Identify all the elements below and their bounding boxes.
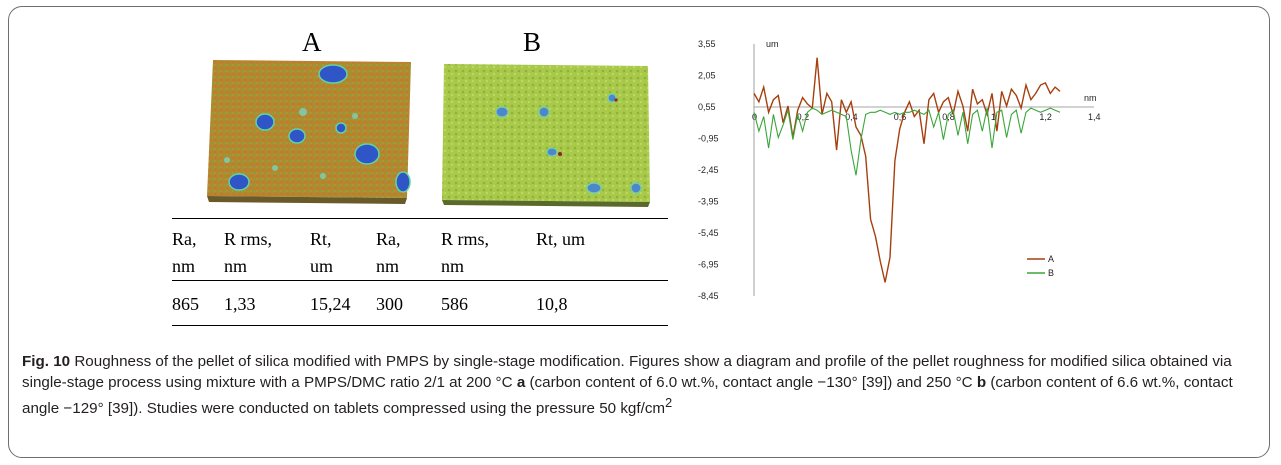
value-cell: 15,24 <box>310 294 351 314</box>
x-tick-label: 0,2 <box>797 112 810 122</box>
y-tick-label: -5,45 <box>698 228 719 238</box>
x-tick-label: 1 <box>991 112 996 122</box>
y-tick-label: 0,55 <box>698 102 716 112</box>
y-tick-label: -6,95 <box>698 260 719 270</box>
table-value-row: 865 1,33 15,24 300 586 10,8 <box>172 283 668 318</box>
caption-label: Fig. 10 <box>22 353 71 370</box>
value-cell: 865 <box>172 294 199 314</box>
roughness-table: Ra, nm R rms, nm Rt, um Ra, nm R rms, nm Rt, … <box>172 220 668 318</box>
caption-text: Roughness of the pellet of silica modifi… <box>22 353 1232 391</box>
header-cell: R rms, nm <box>441 229 490 276</box>
y-tick-label: -8,45 <box>698 291 719 301</box>
x-tick-label: 0,8 <box>942 112 955 122</box>
x-tick-label: 1,2 <box>1039 112 1052 122</box>
caption-ref-a: a <box>516 374 526 391</box>
y-tick-label: 2,05 <box>698 71 716 81</box>
x-tick-label: 0,4 <box>845 112 858 122</box>
value-cell: 1,33 <box>224 294 256 314</box>
y-tick-label: 3,55 <box>698 39 716 49</box>
surface-a-image <box>207 60 411 204</box>
x-tick-label: 0 <box>752 112 757 122</box>
caption-ref-b: b <box>976 374 987 391</box>
table-header-row: Ra, nm R rms, nm Rt, um Ra, nm R rms, nm Rt, … <box>172 220 668 283</box>
legend-entry: B <box>1048 268 1054 278</box>
x-tick-label: 1,4 <box>1088 112 1101 122</box>
table-mid-rule <box>172 280 668 281</box>
y-tick-label: -2,45 <box>698 165 719 175</box>
figure-frame <box>8 6 1270 458</box>
table-bottom-rule <box>172 325 668 326</box>
table-top-rule <box>172 218 668 219</box>
y-tick-label: -0,95 <box>698 134 719 144</box>
x-unit-label: nm <box>1084 93 1097 103</box>
header-cell: R rms, nm <box>224 229 273 276</box>
value-cell: 10,8 <box>536 294 568 314</box>
roughness-profile-chart: 3,55 2,05 0,55 -0,95 -2,45 -3,95 -5,45 -6,95 -8,… <box>698 39 1101 301</box>
panel-b-label: B <box>523 27 542 57</box>
surface-b-image <box>442 64 650 207</box>
legend-entry: A <box>1048 254 1054 264</box>
value-cell: 300 <box>376 294 403 314</box>
series-line-b <box>753 107 1061 176</box>
value-cell: 586 <box>441 294 468 314</box>
header-cell: Ra, nm <box>376 229 401 276</box>
caption-text: (carbon content of 6.0 wt.%, contact ang… <box>525 374 977 391</box>
panel-a-label: A <box>302 27 322 57</box>
header-cell: Rt, um <box>536 229 586 249</box>
header-cell: Rt, um <box>310 229 334 276</box>
caption-superscript: 2 <box>665 396 673 410</box>
figure-caption: Fig. 10 Roughness of the pellet of silic… <box>22 351 1260 419</box>
series-line-a <box>753 57 1061 283</box>
header-cell: Ra, nm <box>172 229 197 276</box>
y-unit-label: um <box>766 39 779 49</box>
caption-text: (carbon content of 6.6 wt.%, contact ang… <box>22 374 1233 418</box>
y-tick-label: -3,95 <box>698 197 719 207</box>
x-tick-label: 0,6 <box>894 112 907 122</box>
